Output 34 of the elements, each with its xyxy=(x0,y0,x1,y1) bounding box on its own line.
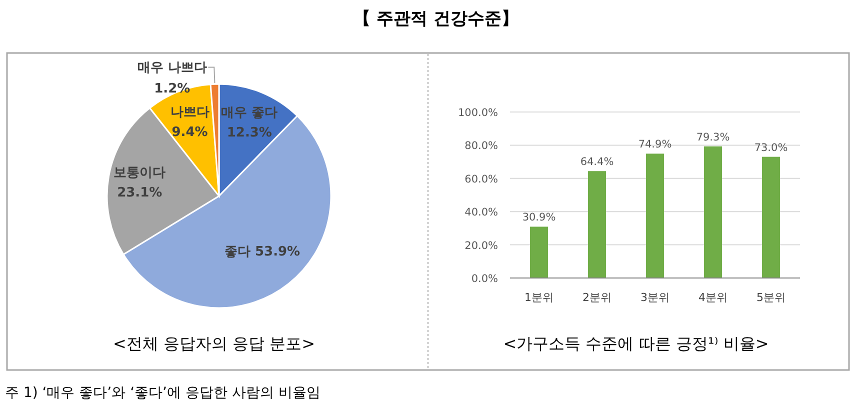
bar xyxy=(588,171,606,278)
x-tick-label: 4분위 xyxy=(698,291,728,304)
data-label: 79.3% xyxy=(696,131,730,144)
data-label: 9.4% xyxy=(172,124,208,140)
slice-label: 매우 좋다 xyxy=(221,105,278,120)
data-label: 30.9% xyxy=(522,212,556,224)
data-label: 1.2% xyxy=(154,81,190,96)
bar xyxy=(530,226,548,278)
y-tick-label: 20.0% xyxy=(464,240,498,252)
y-tick-label: 80.0% xyxy=(464,140,498,152)
text: 주 1) ‘매우 좋다’와 ‘좋다’에 응답한 사람의 비율임 xyxy=(5,385,320,401)
text: <가구소득 수준에 따른 긍정¹⁾ 비율> xyxy=(503,334,769,353)
slice-label: 매우 나쁘다 xyxy=(137,60,207,76)
x-tick-label: 3분위 xyxy=(640,291,670,304)
bar xyxy=(762,156,780,278)
slice-label: 나쁘다 xyxy=(170,104,210,120)
y-tick-label: 100.0% xyxy=(458,107,498,119)
bar xyxy=(704,146,722,278)
data-label: 12.3% xyxy=(226,125,272,140)
bar xyxy=(646,154,664,278)
data-label: 74.9% xyxy=(638,138,672,151)
data-label: 23.1% xyxy=(117,186,162,201)
data-label: 64.4% xyxy=(580,156,614,168)
slice-label: 좋다 53.9% xyxy=(224,244,300,260)
text: 【 주관적 건강수준】 xyxy=(354,9,518,29)
y-tick-label: 40.0% xyxy=(464,206,498,219)
x-tick-label: 5분위 xyxy=(756,291,786,304)
x-tick-label: 2분위 xyxy=(582,291,612,304)
text: <전체 응답자의 응답 분포> xyxy=(112,334,316,353)
data-label: 73.0% xyxy=(754,142,788,154)
y-tick-label: 0.0% xyxy=(471,273,498,285)
y-tick-label: 60.0% xyxy=(464,173,498,186)
x-tick-label: 1분위 xyxy=(524,291,554,304)
slice-label: 보통이다 xyxy=(114,166,166,181)
